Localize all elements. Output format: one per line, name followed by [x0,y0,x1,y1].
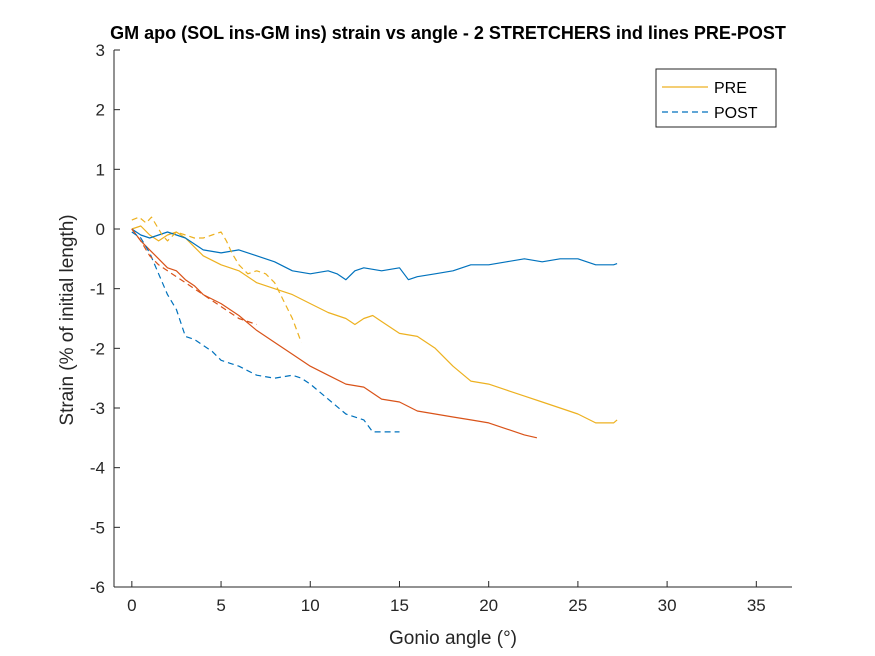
series-line-6 [131,228,257,326]
chart-title: GM apo (SOL ins-GM ins) strain vs angle … [110,23,786,43]
y-tick-label: -3 [90,399,105,418]
legend-label-pre: PRE [714,80,747,97]
series-line-3 [131,228,538,439]
x-tick-label: 5 [216,596,225,615]
legend-box [655,68,777,128]
x-tick-label: 10 [301,596,320,615]
series-line-2 [131,228,618,281]
y-tick-label: 1 [96,160,105,179]
y-tick-label: -2 [90,339,105,358]
y-axis-label: Strain (% of initial length) [57,214,78,425]
y-tick-label: 2 [96,101,105,120]
x-tick-label: 15 [390,596,409,615]
x-tick-label: 20 [479,596,498,615]
legend-label-post: POST [714,105,758,122]
y-tick-label: -6 [90,578,105,597]
series-line-1 [131,225,618,424]
x-axis-label: Gonio angle (°) [389,628,517,649]
y-tick-label: 0 [96,220,105,239]
x-tick-label: 0 [127,596,136,615]
y-tick-label: 3 [96,41,105,60]
y-tick-label: -4 [90,459,105,478]
x-tick-label: 30 [658,596,677,615]
series-line-4 [131,216,302,343]
legend: PRE POST [655,68,777,128]
y-tick-label: -1 [90,280,105,299]
x-tick-label: 35 [747,596,766,615]
y-tick-label: -5 [90,518,105,537]
x-tick-label: 25 [568,596,587,615]
